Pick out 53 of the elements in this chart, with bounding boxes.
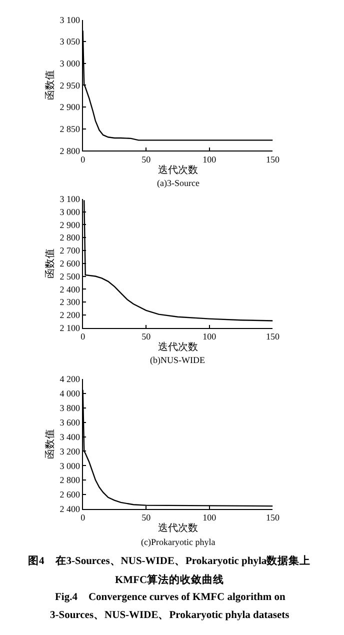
y-tick-label: 2 900 (60, 102, 81, 112)
x-tick-label: 150 (266, 512, 280, 523)
y-tick-label: 3 100 (60, 14, 81, 25)
text: KMFC算法的收敛曲线 (115, 573, 224, 586)
y-tick-label: 3 000 (60, 58, 81, 69)
y-tick-label: 2 600 (60, 490, 81, 500)
y-tick-label: 2 900 (60, 220, 81, 230)
y-axis-title: 函数值 (44, 428, 56, 459)
y-tick-label: 4 200 (60, 374, 81, 384)
x-tick-label: 50 (142, 332, 152, 342)
x-tick-label: 0 (80, 154, 86, 164)
y-axis-title: 函数值 (44, 248, 56, 278)
y-tick-label: 2 850 (60, 124, 81, 134)
x-axis-title: 迭代次数 (158, 522, 198, 534)
y-tick-label: 2 950 (60, 80, 81, 90)
y-tick-label: 3 600 (60, 417, 81, 428)
y-tick-label: 3 100 (60, 194, 81, 204)
y-tick-label: 2 500 (60, 271, 81, 282)
x-tick-label: 50 (142, 154, 152, 164)
y-tick-label: 2 600 (60, 258, 81, 269)
caption: 图4 在3-Sources、NUS-WIDE、Prokaryotic phyla数据集上 (28, 554, 311, 567)
y-tick-label: 2 800 (60, 146, 81, 156)
text: (a)3-Source (157, 178, 200, 188)
y-tick-label: 2 400 (60, 284, 81, 294)
y-tick-label: 3 000 (60, 206, 81, 217)
y-tick-label: 2 300 (60, 297, 81, 308)
y-tick-label: 3 200 (60, 446, 81, 456)
y-axis-title: 函数值 (44, 70, 56, 100)
x-tick-label: 50 (142, 512, 152, 523)
x-tick-label: 100 (202, 332, 217, 342)
y-tick-label: 3 800 (60, 403, 81, 414)
x-axis-title: 迭代次数 (158, 164, 198, 176)
y-tick-label: 2 200 (60, 310, 81, 320)
x-tick-label: 150 (266, 154, 280, 164)
y-tick-label: 2 400 (60, 504, 81, 514)
y-tick-label: 3 400 (60, 432, 81, 442)
y-tick-label: 2 800 (60, 232, 81, 243)
caption: Fig.4 Convergence curves of KMFC algorithm on (55, 592, 286, 603)
y-tick-label: 2 700 (60, 246, 81, 256)
text: 3-Sources、NUS-WIDE、Prokaryotic phyla datasets (50, 610, 290, 621)
y-tick-label: 2 800 (60, 475, 81, 486)
x-tick-label: 100 (202, 512, 217, 523)
text: (c)Prokaryotic phyla (141, 537, 216, 547)
y-tick-label: 3 050 (60, 36, 81, 47)
x-axis-title: 迭代次数 (158, 341, 198, 354)
text: (b)NUS-WIDE (150, 355, 206, 365)
y-tick-label: 2 100 (60, 322, 81, 333)
y-tick-label: 3 000 (60, 460, 81, 471)
x-tick-label: 150 (266, 332, 280, 342)
x-tick-label: 100 (202, 154, 217, 164)
y-tick-label: 4 000 (60, 388, 81, 399)
x-tick-label: 0 (80, 512, 86, 523)
x-tick-label: 0 (80, 332, 86, 342)
